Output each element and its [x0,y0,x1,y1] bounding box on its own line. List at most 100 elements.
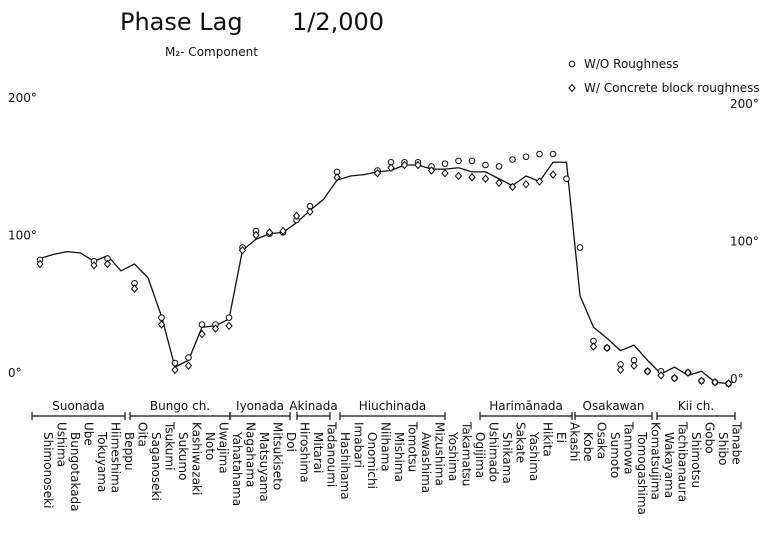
x-tick-label: Sukumo [176,432,190,480]
x-tick-label: Matsuyama [257,432,271,502]
x-tick-label: Hikita [541,422,555,457]
x-tick-label: Kashiwazaki [190,422,204,495]
x-tick-label: Mizushima [433,422,447,486]
x-tick-label: Tachibanaura [676,421,690,502]
x-tick-label: Wakayama [662,432,676,498]
point-concrete-roughness [441,168,449,178]
point-concrete-roughness [630,361,638,371]
point-concrete-roughness [643,366,652,376]
region-bracket [31,412,126,420]
y2-tick-label: 100° [730,235,759,249]
x-tick-label: Tomotsu [406,421,420,472]
point-concrete-roughness [495,178,503,188]
point-wo-roughness [536,150,543,158]
x-tick-label: Noto [203,432,217,460]
x-tick-label: Sumoto [608,432,622,478]
x-tick-label: Ube [82,422,96,446]
x-tick-label: Ushimado [487,422,501,482]
x-tick-label: Ushima [55,422,69,467]
x-tick-label: Mitsukiseto [271,422,285,490]
point-wo-roughness [455,157,462,165]
point-concrete-roughness [657,371,665,380]
point-concrete-roughness [711,377,719,387]
region-bracket [296,412,331,420]
region-label: Hiuchinada [359,399,426,413]
legend-label: W/O Roughness [584,57,679,71]
legend-marker [568,83,576,93]
x-tick-label: Saganoseki [149,432,163,501]
y-tick-label: 200° [8,91,37,105]
point-concrete-roughness [252,230,260,240]
x-tick-label: Osaka [595,422,609,459]
x-tick-label: Tanabe [730,421,744,465]
legend-label: W/ Concrete block roughness [584,81,760,95]
region-label: Harimānada [489,399,563,413]
point-wo-roughness [576,244,584,251]
point-concrete-roughness [481,174,490,184]
x-tick-label: Tsukumi [163,421,177,470]
point-concrete-roughness [670,373,679,383]
point-concrete-roughness [454,171,463,181]
x-tick-label: Tomogashima [635,431,649,515]
point-wo-roughness [549,150,557,158]
point-concrete-roughness [292,211,301,221]
x-tick-label: Sakate [514,422,528,463]
x-tick-label: Hiroshima [298,422,312,483]
region-label: Iyonada [236,399,284,413]
x-tick-label: Ogijima [473,432,487,478]
point-wo-roughness [495,163,503,170]
region-bracket [656,412,736,420]
y-tick-label: 100° [8,229,37,243]
point-concrete-roughness [724,379,733,388]
x-tick-label: Hashihama [338,432,352,500]
x-tick-label: Yahatahama [230,431,244,506]
x-tick-label: Oita [136,422,150,447]
x-tick-label: Takamatsu [460,421,474,486]
point-concrete-roughness [414,160,422,170]
x-tick-label: Uwajima [217,422,231,474]
point-concrete-roughness [697,376,706,386]
region-bracket [129,412,231,420]
point-concrete-roughness [184,361,193,371]
x-tick-label: Hiimeshima [109,422,123,493]
point-concrete-roughness [468,173,476,182]
point-concrete-roughness [616,365,625,375]
phase-line [39,161,729,385]
region-bracket [479,412,573,420]
point-concrete-roughness [522,179,530,189]
region-label: Osakawan [583,399,645,413]
x-tick-label: Imabari [352,422,366,468]
point-concrete-roughness [265,228,274,237]
point-concrete-roughness [684,368,692,377]
point-wo-roughness [225,314,233,321]
point-concrete-roughness [400,160,409,170]
x-tick-label: Tokuyama [95,431,109,492]
x-tick-label: Shimotsu [689,432,703,488]
region-bracket [574,412,653,420]
point-concrete-roughness [103,259,112,269]
x-tick-label: Gobo [703,422,717,454]
x-tick-label: Tadanoumi [325,421,339,487]
point-wo-roughness [482,161,489,169]
x-tick-label: Onomichi [365,432,379,489]
point-concrete-roughness [589,342,598,351]
x-tick-label: Beppu [122,432,136,470]
region-label: Kii ch. [678,399,714,413]
point-concrete-roughness [535,177,544,186]
x-tick-label: Tannowa [622,421,636,474]
point-wo-roughness [522,153,530,161]
chart-title: Phase Lag [120,8,243,36]
region-bracket [229,412,291,420]
y2-tick-label: 0° [730,372,744,386]
point-concrete-roughness [373,168,382,178]
point-wo-roughness [158,314,165,321]
point-wo-roughness [185,354,192,361]
point-concrete-roughness [90,261,98,270]
point-concrete-roughness [157,320,166,329]
x-tick-label: Akashi [568,422,582,462]
x-tick-label: Shikama [500,432,514,484]
x-tick-label: Yashima [527,431,541,481]
point-concrete-roughness [603,343,611,353]
point-concrete-roughness [225,321,233,331]
point-concrete-roughness [130,284,139,294]
